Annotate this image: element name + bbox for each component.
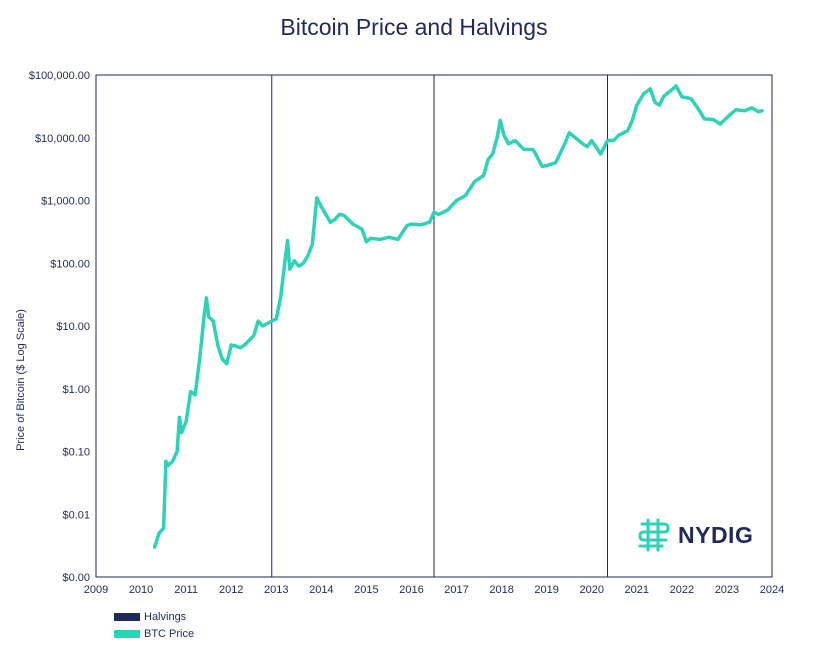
x-tick-label: 2012 <box>219 584 243 596</box>
legend-btc-label: BTC Price <box>144 627 195 640</box>
y-tick-label: $100.00 <box>50 258 90 270</box>
x-tick-label: 2015 <box>354 584 378 596</box>
y-tick-label: $1.00 <box>62 384 90 396</box>
x-tick-label: 2009 <box>84 584 108 596</box>
y-tick-label: $0.01 <box>62 509 90 521</box>
btc-swatch <box>114 629 140 638</box>
legend-halvings-label: Halvings <box>144 610 187 623</box>
x-tick-label: 2013 <box>264 584 288 596</box>
y-tick-label: $0.10 <box>62 447 90 459</box>
nydig-logo: NYDIG <box>636 518 753 552</box>
x-tick-label: 2018 <box>489 584 513 596</box>
x-tick-label: 2019 <box>534 584 558 596</box>
x-tick-label: 2024 <box>760 584 784 596</box>
x-tick-label: 2022 <box>670 584 694 596</box>
y-axis-label: Price of Bitcoin ($ Log Scale) <box>15 309 27 451</box>
y-tick-label: $0.00 <box>62 572 90 584</box>
x-tick-label: 2016 <box>399 584 423 596</box>
legend-item-btc: BTC Price <box>114 625 194 642</box>
halvings-swatch <box>114 612 140 621</box>
legend: Halvings BTC Price <box>114 608 194 642</box>
x-tick-label: 2023 <box>715 584 739 596</box>
x-tick-label: 2011 <box>174 584 198 596</box>
y-tick-label: $100,000.00 <box>29 70 90 82</box>
y-tick-label: $1,000.00 <box>41 196 90 208</box>
btc-price-line <box>152 84 764 549</box>
x-tick-label: 2014 <box>309 584 333 596</box>
x-tick-label: 2020 <box>579 584 603 596</box>
chart-title: Bitcoin Price and Halvings <box>280 14 548 40</box>
nydig-logo-text: NYDIG <box>678 521 754 548</box>
x-tick-label: 2021 <box>625 584 649 596</box>
x-tick-label: 2017 <box>444 584 468 596</box>
y-tick-label: $10.00 <box>56 321 90 333</box>
nydig-logo-icon <box>638 518 670 552</box>
x-tick-label: 2010 <box>129 584 153 596</box>
legend-item-halvings: Halvings <box>114 608 194 625</box>
y-tick-label: $10,000.00 <box>35 133 90 145</box>
